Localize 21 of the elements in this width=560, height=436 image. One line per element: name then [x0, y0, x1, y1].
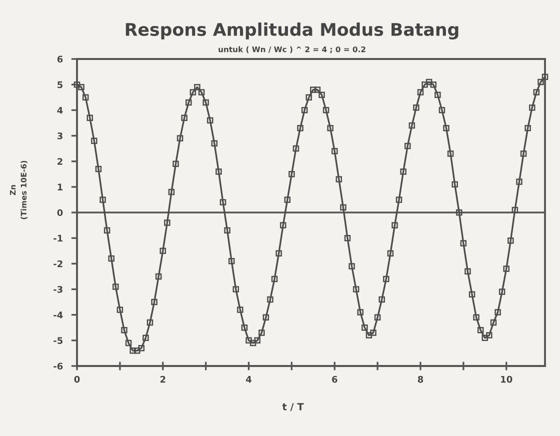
y-tick-label: 3	[57, 132, 62, 140]
x-tick-label: 6	[332, 376, 338, 383]
y-tick-label: -4	[54, 312, 63, 318]
y-tick-label: 5	[58, 81, 62, 88]
y-tick-label: -3	[54, 286, 62, 293]
chart-title: Respons Amplituda Modus Batang	[126, 22, 458, 40]
x-tick-label: 8	[418, 376, 424, 383]
y-tick-label: 1	[58, 184, 62, 190]
x-tick-label: 10	[501, 376, 512, 383]
x-tick-label: 2	[160, 376, 166, 383]
y-tick-label: -1	[54, 234, 62, 242]
x-axis-title: t / T	[282, 403, 304, 412]
y-tick-label: -6	[54, 362, 63, 370]
y-tick-label: 6	[57, 56, 63, 63]
y-tick-label: 2	[58, 158, 62, 165]
x-tick-label: 4	[246, 376, 252, 383]
y-tick-label: -5	[54, 337, 62, 344]
y-tick-label: 4	[57, 107, 63, 114]
y-tick-label: 0	[57, 209, 63, 216]
y-tick-label: -2	[54, 260, 62, 268]
x-tick-label: 0	[74, 376, 80, 383]
